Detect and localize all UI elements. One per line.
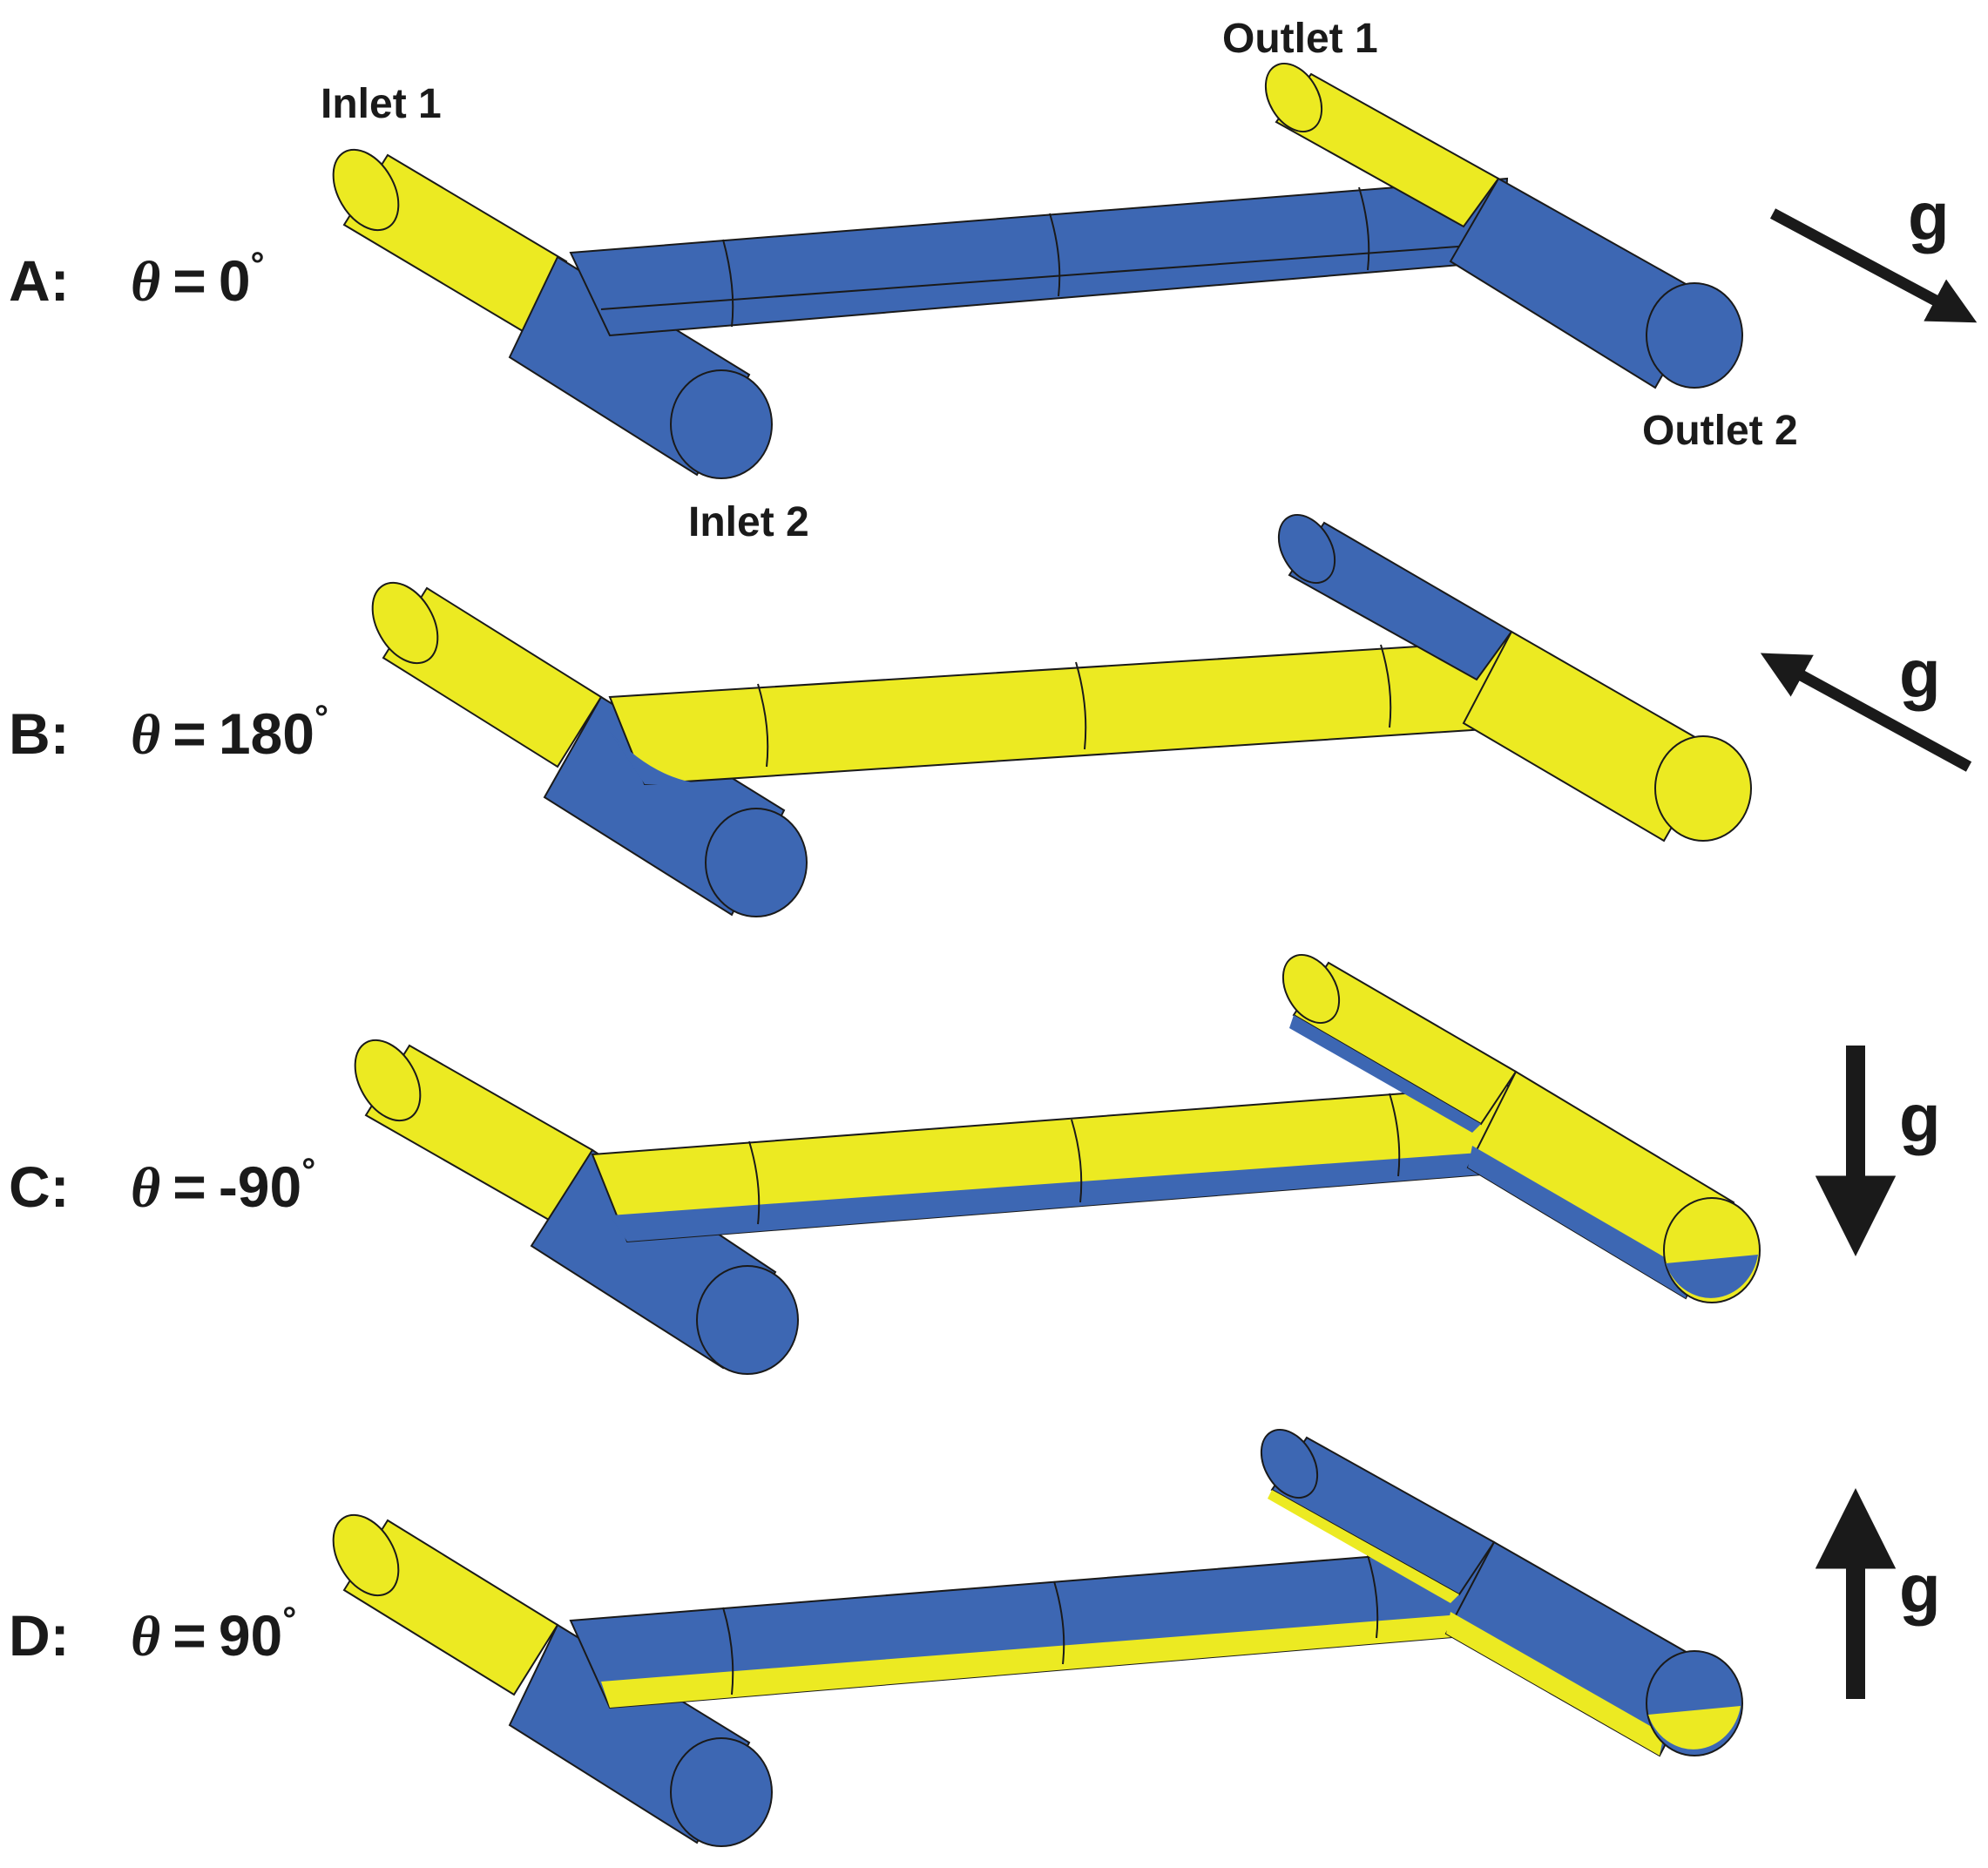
channel-geometry-d	[332, 1429, 1743, 1847]
gravity-label-b: g	[1899, 635, 1941, 712]
inlet-1-label: Inlet 1	[321, 81, 442, 127]
theta-equation-b: θ = 180°	[131, 699, 328, 767]
panel-c: C: θ = -90° g	[9, 954, 1941, 1375]
panel-a: A: θ = 0° Inlet 1 Inlet 2 Outlet 1 Outlet …	[9, 16, 1978, 545]
inlet-2-label: Inlet 2	[688, 499, 809, 545]
theta-equation-a: θ = 0°	[131, 246, 265, 314]
panel-b: B: θ = 180° g	[9, 514, 1972, 917]
channel-geometry-c	[354, 954, 1761, 1375]
gravity-label-d: g	[1899, 1550, 1941, 1627]
gravity-label-a: g	[1908, 178, 1950, 254]
theta-equation-c: θ = -90°	[131, 1152, 315, 1220]
panel-label-d: D:	[9, 1603, 70, 1668]
panel-label-b: B:	[9, 701, 70, 766]
panel-label-c: C:	[9, 1154, 70, 1219]
channel-geometry-a	[332, 63, 1743, 479]
gravity-label-c: g	[1899, 1080, 1941, 1156]
outlet-1-label: Outlet 1	[1222, 16, 1378, 62]
theta-equation-d: θ = 90°	[131, 1601, 296, 1668]
gravity-arrow-up-left-icon	[1760, 653, 1972, 772]
gravity-arrow-down-right-icon	[1769, 208, 1978, 323]
panel-d: D: θ = 90° g	[9, 1429, 1941, 1847]
outlet-2-label: Outlet 2	[1642, 408, 1798, 454]
panel-label-a: A:	[9, 248, 70, 313]
channel-geometry-b	[371, 514, 1752, 917]
